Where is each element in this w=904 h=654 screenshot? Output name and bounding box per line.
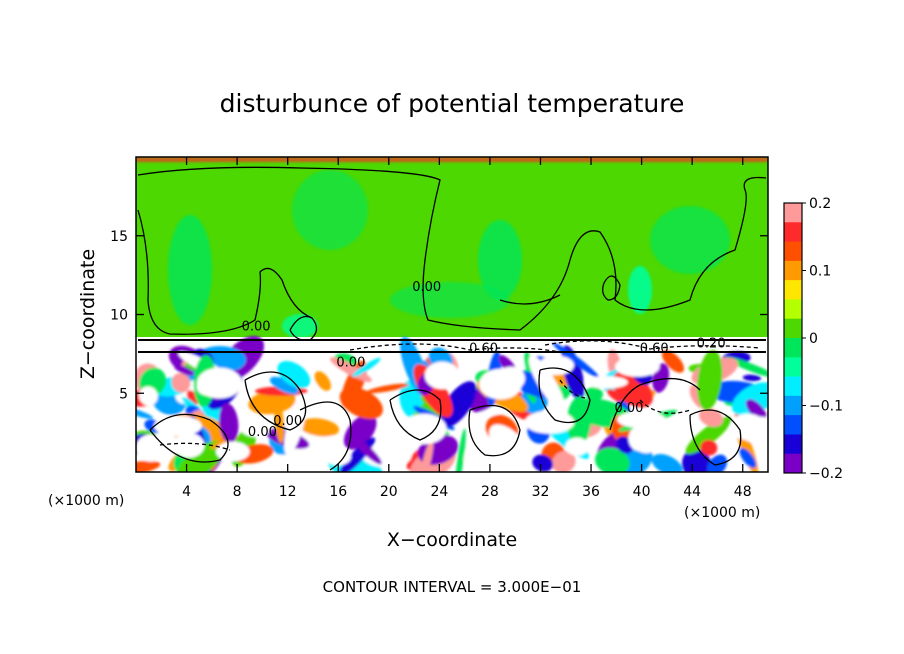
x-tick-label: 44	[683, 484, 701, 500]
contour-lines	[137, 166, 767, 471]
colorbar-tick-label: 0.1	[809, 264, 831, 280]
y-tick-label: 5	[119, 386, 128, 402]
colorbar-swatch	[784, 434, 802, 455]
colorbar-swatch	[784, 203, 802, 223]
colorbar-tick-label: −0.1	[809, 399, 843, 415]
contour-label-6: 0.60	[469, 341, 498, 356]
x-tick-label: 32	[532, 484, 550, 500]
contour-label-2: 0.00	[248, 425, 277, 440]
colorbar-tick-label: −0.2	[809, 466, 843, 482]
colorbar-swatch	[784, 241, 802, 262]
contour-interval-note: CONTOUR INTERVAL = 3.000E−01	[323, 578, 582, 596]
contour-label-4: 0.00	[336, 355, 365, 370]
colorbar-swatch	[784, 280, 802, 300]
y-tick-label: 15	[110, 229, 128, 245]
contour-label-1: 0.00	[412, 280, 441, 295]
x-axis-unit-left: (×1000 m)	[48, 493, 124, 509]
colorbar-swatch	[784, 395, 802, 416]
colorbar-swatch	[784, 415, 802, 435]
chart-title: disturbunce of potential temperature	[220, 89, 685, 118]
x-tick-label: 20	[380, 484, 398, 500]
colorbar-swatch	[784, 357, 802, 378]
contour-label-7: 0.60	[640, 341, 669, 356]
colorbar-swatch	[784, 318, 802, 339]
contour-label-0: 0.00	[242, 319, 271, 334]
y-axis: 5 10 15	[110, 229, 768, 402]
x-tick-label: 4	[182, 484, 191, 500]
x-tick-label: 8	[233, 484, 242, 500]
colorbar-swatch	[784, 376, 802, 397]
x-tick-label: 12	[279, 484, 297, 500]
contour-label-5: 0.00	[614, 401, 643, 416]
x-axis: 4 8 12 16 20 24 28 32 36 40 44 48	[182, 157, 752, 500]
x-axis-title: X−coordinate	[387, 529, 517, 551]
x-tick-label: 24	[430, 484, 448, 500]
x-tick-label: 28	[481, 484, 499, 500]
colorbar-swatch	[784, 338, 802, 358]
colorbar-swatch	[784, 260, 802, 281]
y-axis-title: Z−coordinate	[77, 249, 99, 379]
x-tick-label: 36	[582, 484, 600, 500]
colorbar-tick-label: 0.2	[809, 196, 831, 212]
x-tick-label: 40	[633, 484, 651, 500]
colorbar-swatch	[784, 299, 802, 320]
plot-area: 0.000.000.000.000.000.000.60 0.60 0.20	[136, 157, 768, 472]
x-tick-label: 16	[329, 484, 347, 500]
colorbar-swatch	[784, 453, 802, 474]
contour-label-8: 0.20	[697, 337, 726, 352]
upper-field-patches	[136, 157, 768, 338]
contour-label-3: 0.00	[273, 414, 302, 429]
x-axis-unit-right: (×1000 m)	[684, 505, 760, 521]
y-tick-label: 10	[110, 308, 128, 324]
colorbar: 0.2 0.1 0 −0.1 −0.2	[783, 196, 843, 482]
x-tick-label: 48	[734, 484, 752, 500]
colorbar-swatch	[784, 222, 802, 243]
colorbar-tick-label: 0	[809, 331, 818, 347]
contour-label-layer: 0.000.000.000.000.000.000.60 0.60 0.20	[242, 280, 726, 440]
